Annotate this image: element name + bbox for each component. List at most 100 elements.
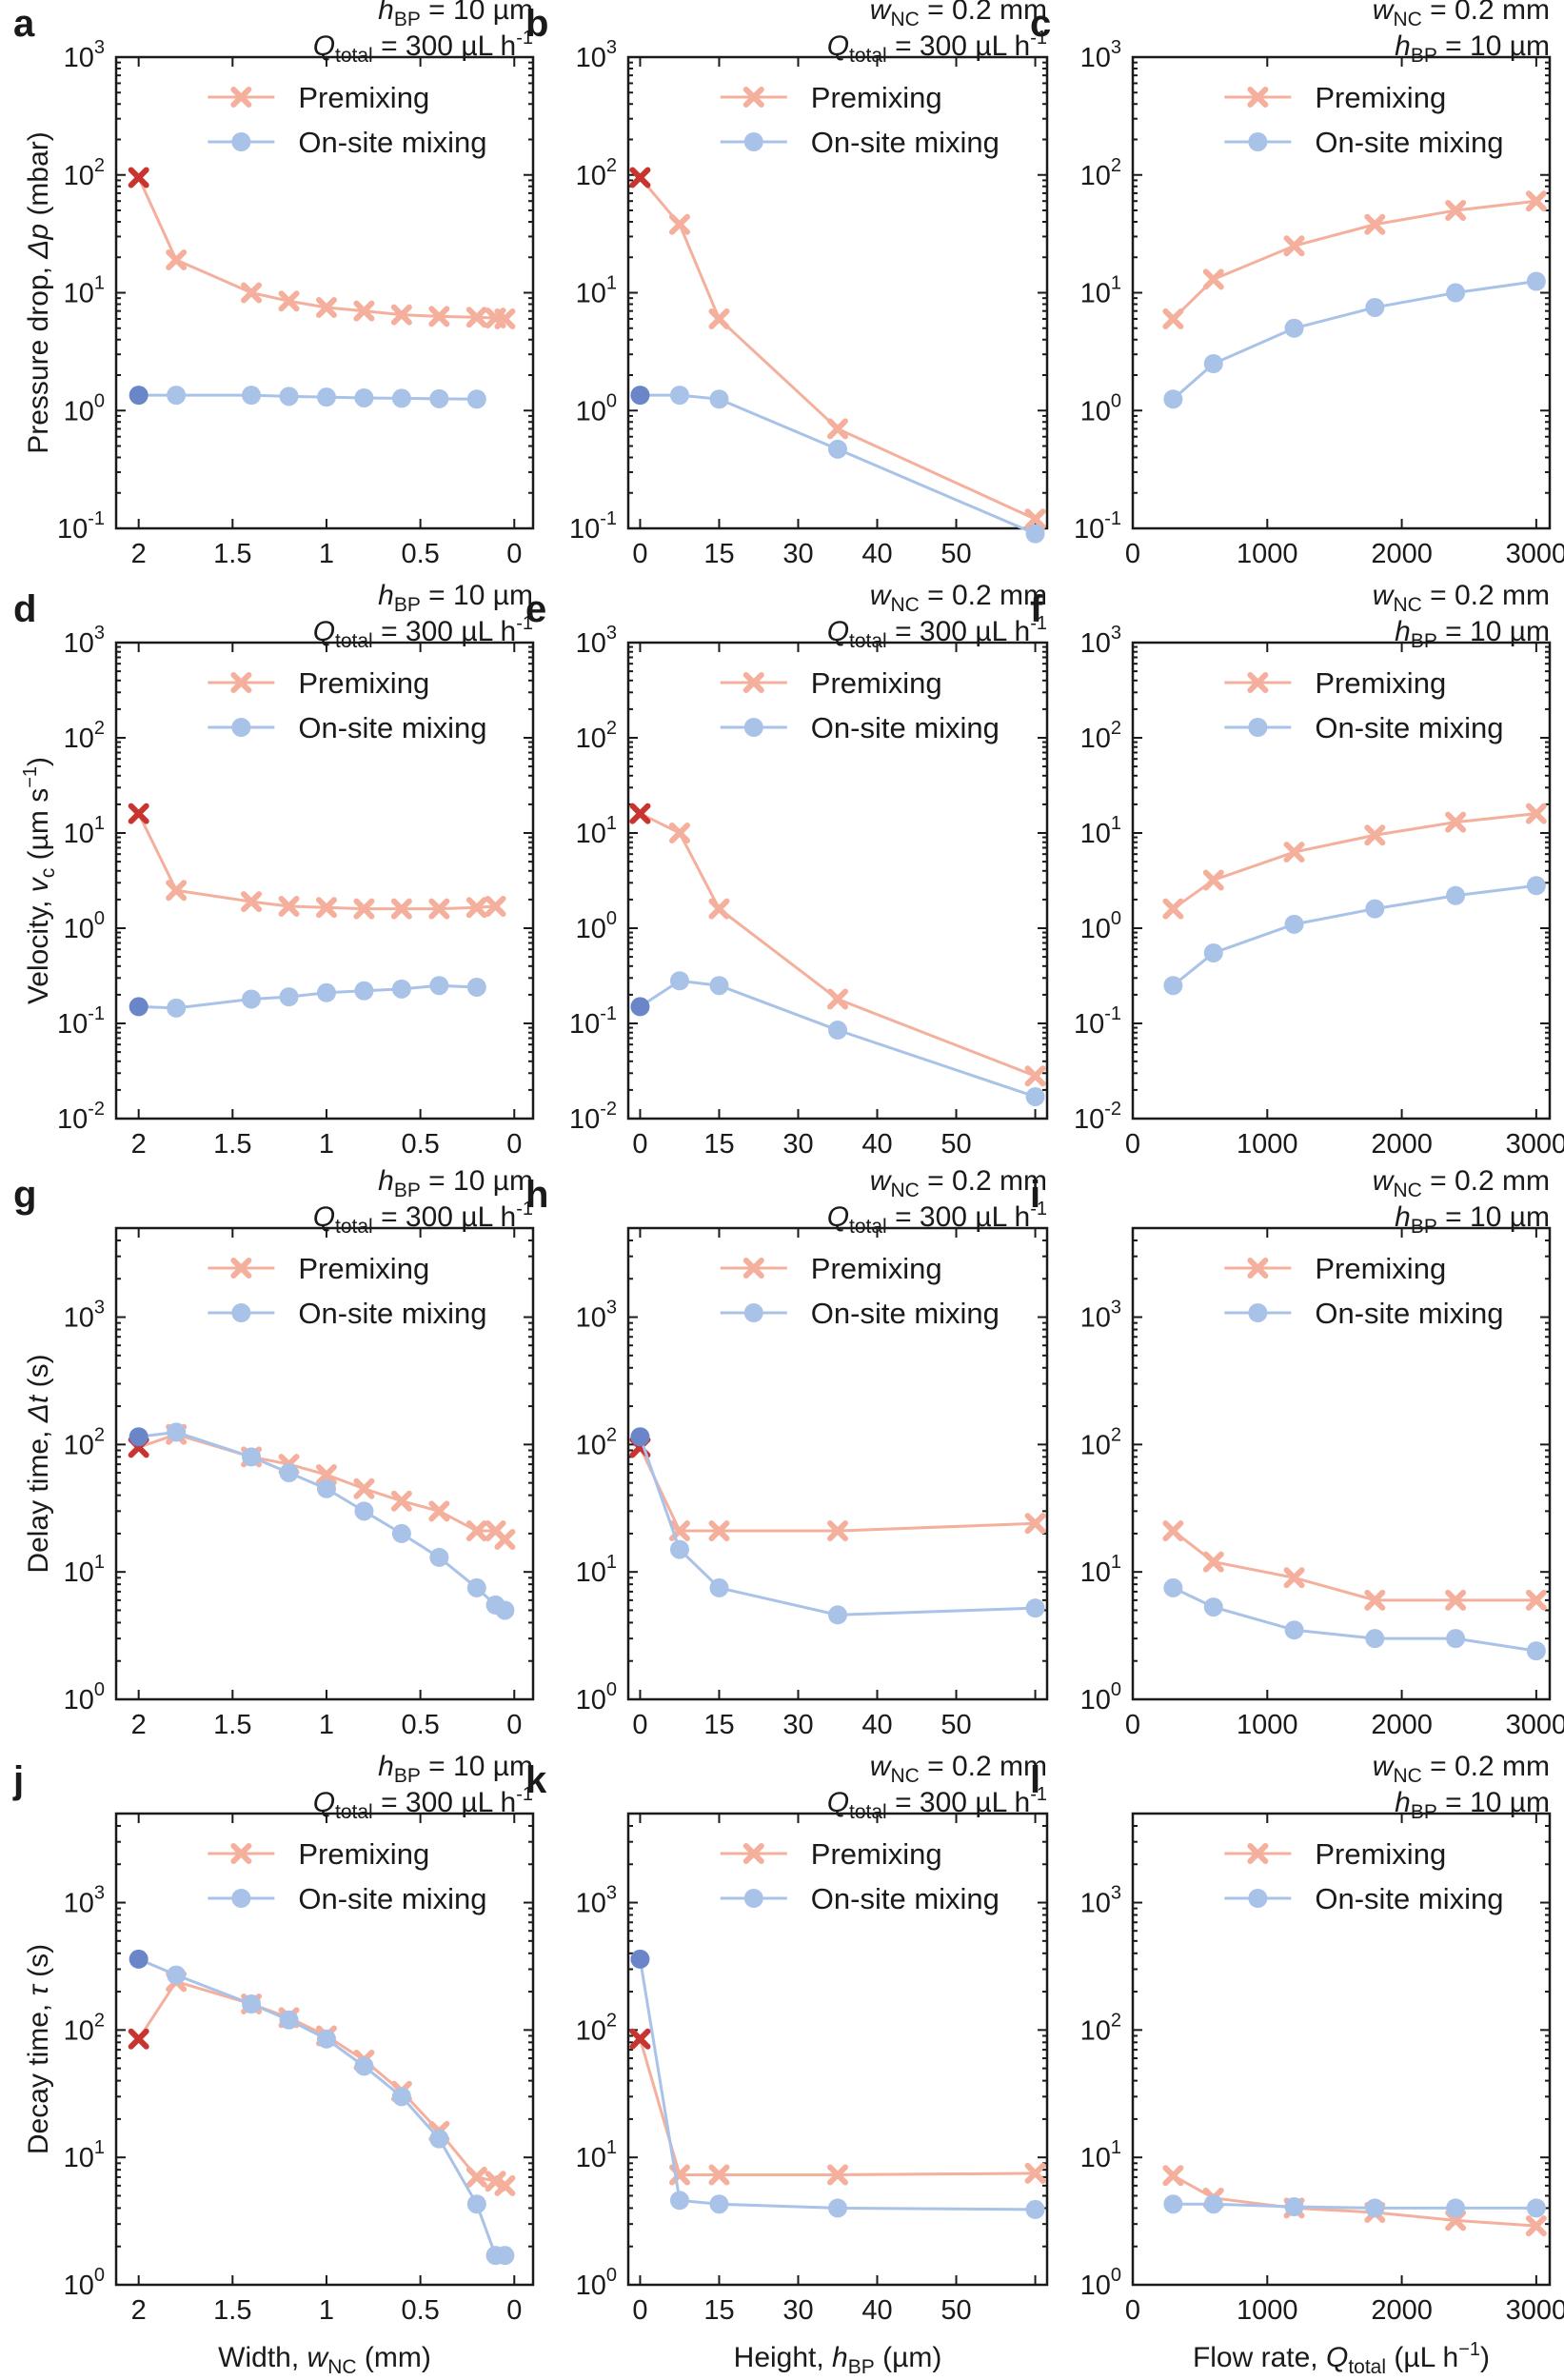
legend-marker-onsite xyxy=(231,1303,251,1322)
data-point-premixing xyxy=(668,213,690,235)
condition-label: wNC = 0.2 mm xyxy=(1373,1165,1550,1201)
marker-stroke xyxy=(1247,672,1269,693)
ytick-label: 102 xyxy=(1080,718,1121,754)
xtick-label: 40 xyxy=(861,1129,892,1160)
data-point-premixing xyxy=(241,282,263,304)
legend-marker-premixing xyxy=(742,87,764,108)
data-point-onsite xyxy=(354,387,374,407)
condition-label: Qtotal = 300 µL h-1 xyxy=(313,1784,533,1823)
panel-k: 100 101 102 103 0 15 30 40 50 k wNC = 0.2 mmQtotal… xyxy=(525,1751,1049,2378)
panel-letter: l xyxy=(1030,1759,1040,1801)
xtick-label: 50 xyxy=(940,1710,971,1740)
data-point-onsite xyxy=(1365,2198,1385,2218)
ytick-label: 101 xyxy=(576,1552,617,1588)
data-point-premixing xyxy=(390,304,412,326)
data-point-onsite xyxy=(828,439,847,459)
panel-letter: c xyxy=(1030,3,1051,45)
data-point-premixing xyxy=(629,167,651,188)
ytick-label: 10-2 xyxy=(57,1099,105,1135)
xtick-label: 15 xyxy=(703,539,734,569)
ytick-label: 100 xyxy=(64,908,105,944)
xtick-label: 0 xyxy=(1125,2295,1140,2326)
marker-stroke xyxy=(629,167,651,188)
data-point-premixing xyxy=(128,2028,149,2050)
marker-stroke xyxy=(1283,235,1305,257)
data-point-premixing xyxy=(428,1500,450,1522)
data-point-onsite xyxy=(466,389,486,409)
data-point-premixing xyxy=(1202,268,1224,290)
data-point-premixing xyxy=(1525,803,1547,824)
ytick-label: 10-1 xyxy=(57,508,105,545)
y-axis-title: Velocity, vc (µm s−1) xyxy=(20,757,59,1004)
data-point-onsite xyxy=(1025,524,1045,544)
data-point-premixing xyxy=(1162,1520,1184,1542)
data-point-onsite xyxy=(167,1422,187,1442)
ytick-label: 101 xyxy=(64,1552,105,1588)
ytick-label: 10-1 xyxy=(569,1003,617,1040)
data-point-premixing xyxy=(1024,1513,1046,1535)
condition-label: Qtotal = 300 µL h-1 xyxy=(827,1199,1047,1238)
xtick-label: 0 xyxy=(506,539,522,569)
data-point-onsite xyxy=(129,1949,148,1969)
data-point-onsite xyxy=(167,386,187,406)
legend-marker-onsite xyxy=(231,1889,251,1908)
xtick-label: 40 xyxy=(861,2295,892,2326)
ytick-label: 102 xyxy=(576,2010,617,2046)
data-point-onsite xyxy=(316,387,336,407)
data-point-premixing xyxy=(390,898,412,920)
data-point-onsite xyxy=(1284,1620,1304,1640)
legend-label-premixing: Premixing xyxy=(811,81,942,114)
data-point-premixing xyxy=(708,1520,730,1542)
data-point-premixing xyxy=(315,1464,337,1486)
xtick-label: 0.5 xyxy=(401,2295,439,2326)
data-point-premixing xyxy=(1024,2162,1046,2184)
ytick-label: 101 xyxy=(576,273,617,309)
data-point-onsite xyxy=(1365,899,1385,919)
ytick-label: 10-1 xyxy=(57,1003,105,1040)
series-line-onsite xyxy=(1172,883,1537,987)
marker-stroke xyxy=(742,1843,764,1864)
marker-stroke xyxy=(708,1520,730,1542)
ytick-label: 100 xyxy=(64,2265,105,2301)
data-point-premixing xyxy=(1525,1589,1547,1611)
ytick-label: 100 xyxy=(576,908,617,944)
xtick-label: 50 xyxy=(940,1129,971,1160)
ytick-label: 103 xyxy=(64,37,105,73)
legend-marker-onsite xyxy=(1248,1303,1268,1322)
marker-stroke xyxy=(353,898,375,920)
xtick-label: 0 xyxy=(1125,1710,1140,1740)
legend-label-onsite: On-site mixing xyxy=(298,126,486,159)
data-point-onsite xyxy=(709,976,729,996)
condition-label: Qtotal = 300 µL h-1 xyxy=(313,613,533,652)
ytick-label: 100 xyxy=(1080,908,1121,944)
marker-stroke xyxy=(827,1520,848,1542)
marker-stroke xyxy=(629,803,651,824)
ytick-label: 102 xyxy=(1080,1424,1121,1460)
data-point-onsite xyxy=(828,1021,847,1041)
data-point-onsite xyxy=(354,2056,374,2076)
data-point-onsite xyxy=(709,2194,729,2214)
data-point-premixing xyxy=(494,307,516,329)
data-point-onsite xyxy=(1446,1629,1466,1649)
marker-stroke xyxy=(315,1464,337,1486)
data-point-onsite xyxy=(630,997,650,1017)
xtick-label: 2 xyxy=(131,539,147,569)
marker-stroke xyxy=(428,1500,450,1522)
legend-label-onsite: On-site mixing xyxy=(298,711,486,744)
data-point-onsite xyxy=(429,976,449,996)
marker-stroke xyxy=(1364,824,1386,846)
xtick-label: 1.5 xyxy=(213,539,251,569)
ytick-label: 101 xyxy=(64,813,105,849)
xtick-label: 1000 xyxy=(1237,1710,1298,1740)
marker-stroke xyxy=(353,1478,375,1499)
data-point-onsite xyxy=(316,1478,336,1498)
data-point-premixing xyxy=(1525,2215,1547,2237)
condition-label: Qtotal = 300 µL h-1 xyxy=(827,1784,1047,1823)
legend-marker-onsite xyxy=(1248,132,1268,151)
xtick-label: 2000 xyxy=(1371,1129,1433,1160)
y-axis-title: Decay time, τ (s) xyxy=(23,1944,54,2154)
marker-stroke xyxy=(390,304,412,326)
ytick-label: 10-2 xyxy=(1074,1099,1121,1135)
data-point-premixing xyxy=(353,300,375,322)
ytick-label: 100 xyxy=(576,2265,617,2301)
